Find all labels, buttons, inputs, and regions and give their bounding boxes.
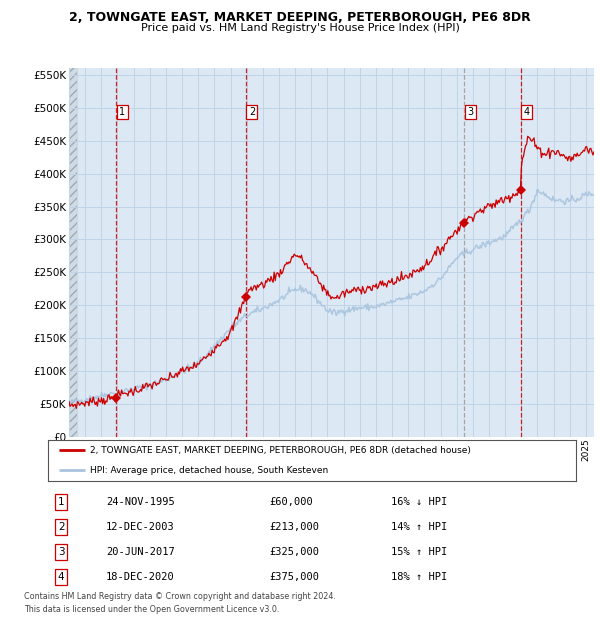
Text: 1: 1 — [58, 497, 65, 507]
Text: 12-DEC-2003: 12-DEC-2003 — [106, 522, 175, 532]
Text: Contains HM Land Registry data © Crown copyright and database right 2024.: Contains HM Land Registry data © Crown c… — [24, 592, 336, 601]
Text: 2, TOWNGATE EAST, MARKET DEEPING, PETERBOROUGH, PE6 8DR: 2, TOWNGATE EAST, MARKET DEEPING, PETERB… — [69, 11, 531, 24]
Text: £60,000: £60,000 — [270, 497, 314, 507]
Text: 3: 3 — [58, 547, 65, 557]
Text: 2: 2 — [249, 107, 255, 117]
Bar — [69, 68, 77, 437]
Text: 4: 4 — [58, 572, 65, 582]
Text: £375,000: £375,000 — [270, 572, 320, 582]
Text: 15% ↑ HPI: 15% ↑ HPI — [391, 547, 448, 557]
Text: 14% ↑ HPI: 14% ↑ HPI — [391, 522, 448, 532]
Text: 16% ↓ HPI: 16% ↓ HPI — [391, 497, 448, 507]
Text: £325,000: £325,000 — [270, 547, 320, 557]
Text: 24-NOV-1995: 24-NOV-1995 — [106, 497, 175, 507]
Text: 20-JUN-2017: 20-JUN-2017 — [106, 547, 175, 557]
Text: HPI: Average price, detached house, South Kesteven: HPI: Average price, detached house, Sout… — [90, 466, 328, 475]
Text: 3: 3 — [467, 107, 473, 117]
Text: Price paid vs. HM Land Registry's House Price Index (HPI): Price paid vs. HM Land Registry's House … — [140, 23, 460, 33]
Bar — [69, 68, 77, 437]
Text: 1: 1 — [119, 107, 125, 117]
Text: 2, TOWNGATE EAST, MARKET DEEPING, PETERBOROUGH, PE6 8DR (detached house): 2, TOWNGATE EAST, MARKET DEEPING, PETERB… — [90, 446, 471, 455]
Text: 2: 2 — [58, 522, 65, 532]
Text: 18-DEC-2020: 18-DEC-2020 — [106, 572, 175, 582]
Text: £213,000: £213,000 — [270, 522, 320, 532]
Text: 18% ↑ HPI: 18% ↑ HPI — [391, 572, 448, 582]
Text: This data is licensed under the Open Government Licence v3.0.: This data is licensed under the Open Gov… — [24, 604, 280, 614]
Text: 4: 4 — [524, 107, 530, 117]
